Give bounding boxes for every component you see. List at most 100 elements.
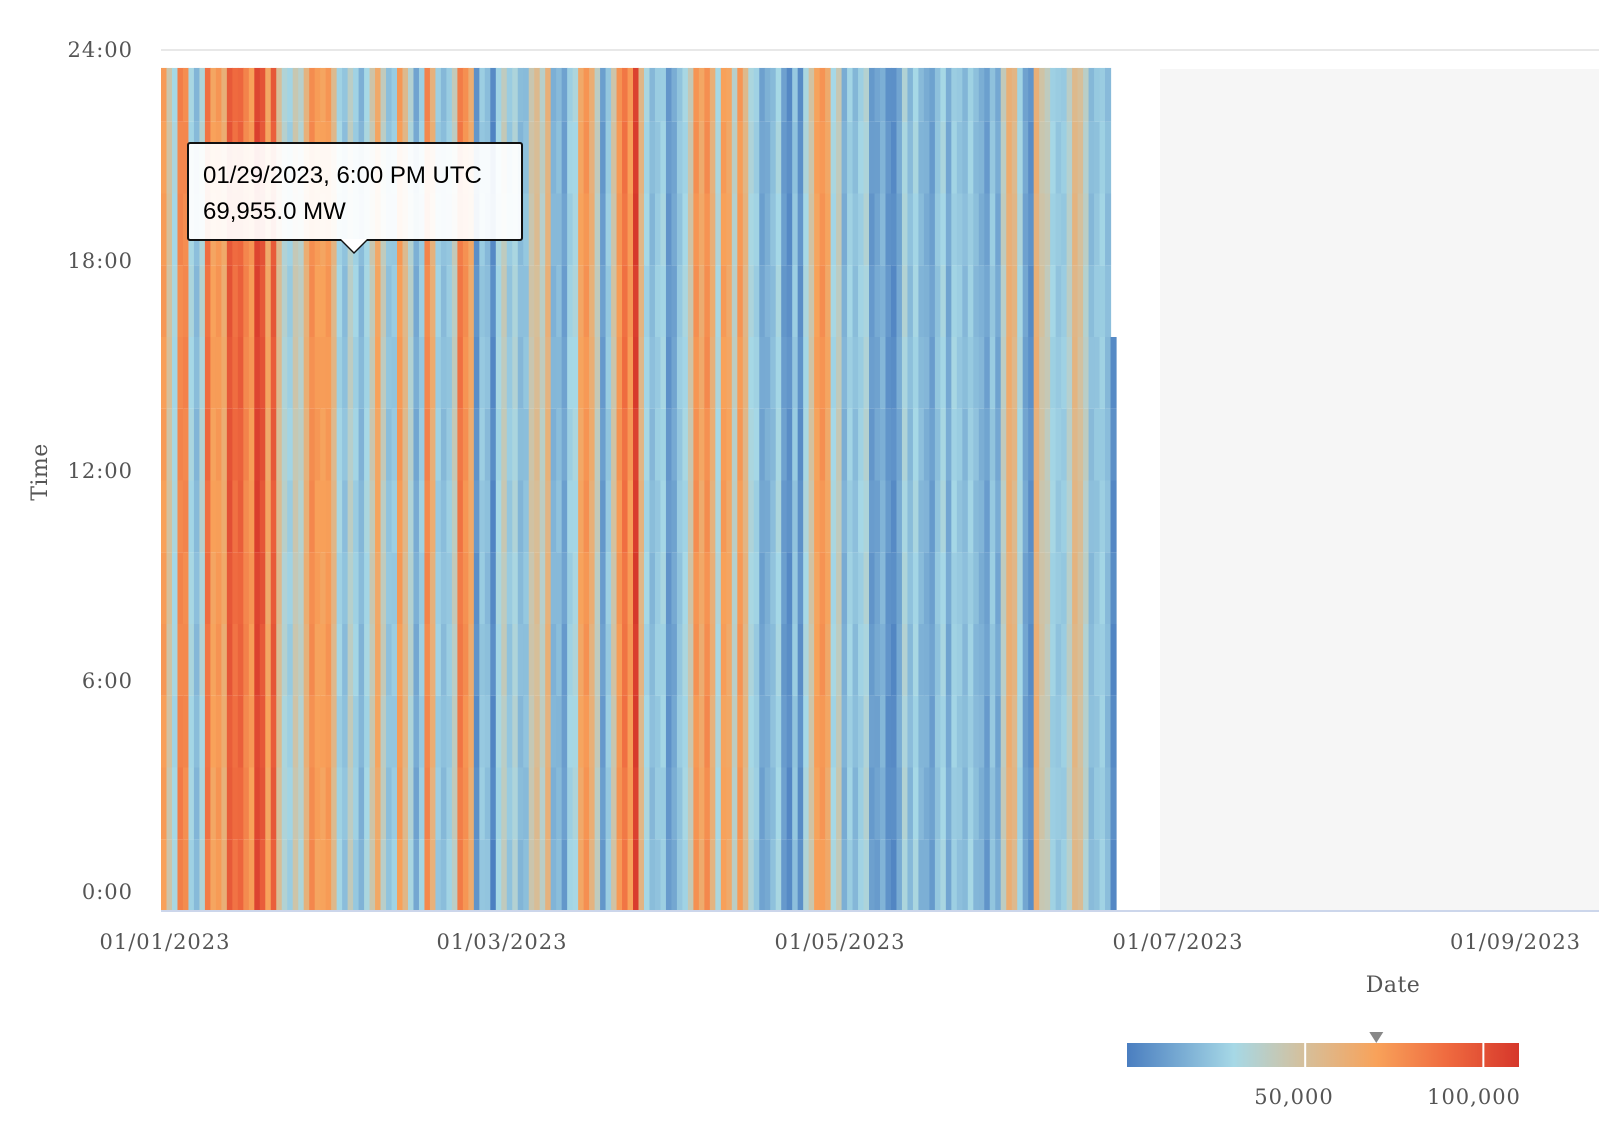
heatmap-cell[interactable] xyxy=(654,839,662,911)
heatmap-cell[interactable] xyxy=(704,695,711,768)
heatmap-cell[interactable] xyxy=(880,839,887,911)
heatmap-cell[interactable] xyxy=(386,552,393,624)
heatmap-cell[interactable] xyxy=(501,767,508,840)
heatmap-cell[interactable] xyxy=(720,265,727,337)
heatmap-cell[interactable] xyxy=(276,767,283,840)
heatmap-cell[interactable] xyxy=(517,767,524,840)
heatmap-cell[interactable] xyxy=(325,624,332,696)
heatmap-cell[interactable] xyxy=(572,337,579,409)
heatmap-cell[interactable] xyxy=(901,767,909,840)
heatmap-cell[interactable] xyxy=(479,839,486,911)
heatmap-cell[interactable] xyxy=(627,480,634,553)
heatmap-cell[interactable] xyxy=(753,480,760,553)
heatmap-cell[interactable] xyxy=(945,121,952,194)
heatmap-cell[interactable] xyxy=(1083,337,1090,409)
heatmap-cell[interactable] xyxy=(825,121,832,194)
heatmap-cell[interactable] xyxy=(556,552,563,624)
heatmap-cell[interactable] xyxy=(775,839,782,911)
heatmap-cell[interactable] xyxy=(314,337,321,409)
heatmap-cell[interactable] xyxy=(600,121,607,194)
heatmap-cell[interactable] xyxy=(753,337,760,409)
heatmap-cell[interactable] xyxy=(325,337,332,409)
heatmap-cell[interactable] xyxy=(193,839,201,911)
heatmap-cell[interactable] xyxy=(1000,193,1007,266)
heatmap-cell[interactable] xyxy=(962,480,969,553)
heatmap-cell[interactable] xyxy=(869,552,876,624)
heatmap-cell[interactable] xyxy=(457,67,464,122)
heatmap-cell[interactable] xyxy=(287,480,294,553)
heatmap-cell[interactable] xyxy=(1000,480,1007,553)
heatmap-cell[interactable] xyxy=(698,552,705,624)
heatmap-cell[interactable] xyxy=(358,839,365,911)
heatmap-cell[interactable] xyxy=(698,337,705,409)
heatmap-cell[interactable] xyxy=(451,552,458,624)
heatmap-cell[interactable] xyxy=(517,67,524,122)
heatmap-cell[interactable] xyxy=(945,337,952,409)
heatmap-cell[interactable] xyxy=(682,624,689,696)
heatmap-cell[interactable] xyxy=(320,839,327,911)
heatmap-cell[interactable] xyxy=(1099,695,1106,768)
heatmap-cell[interactable] xyxy=(1088,695,1095,768)
heatmap-cell[interactable] xyxy=(792,193,799,266)
heatmap-cell[interactable] xyxy=(698,67,705,122)
heatmap-cell[interactable] xyxy=(638,767,645,840)
heatmap-cell[interactable] xyxy=(473,265,480,337)
heatmap-cell[interactable] xyxy=(1105,767,1112,840)
heatmap-cell[interactable] xyxy=(995,624,1002,696)
heatmap-cell[interactable] xyxy=(226,337,233,409)
heatmap-cell[interactable] xyxy=(896,193,903,266)
heatmap-cell[interactable] xyxy=(671,624,678,696)
heatmap-cell[interactable] xyxy=(1061,193,1068,266)
heatmap-cell[interactable] xyxy=(1044,337,1051,409)
heatmap-cell[interactable] xyxy=(413,337,420,409)
heatmap-cell[interactable] xyxy=(616,265,623,337)
heatmap-cell[interactable] xyxy=(386,408,393,481)
heatmap-cell[interactable] xyxy=(331,552,338,624)
heatmap-cell[interactable] xyxy=(1017,337,1024,409)
heatmap-cell[interactable] xyxy=(819,121,826,194)
heatmap-cell[interactable] xyxy=(578,695,585,768)
heatmap-cell[interactable] xyxy=(1017,480,1024,553)
heatmap-cell[interactable] xyxy=(858,552,865,624)
heatmap-cell[interactable] xyxy=(171,624,179,696)
heatmap-cell[interactable] xyxy=(1061,121,1068,194)
heatmap-cell[interactable] xyxy=(528,265,535,337)
heatmap-cell[interactable] xyxy=(1110,767,1117,840)
heatmap-cell[interactable] xyxy=(1105,121,1112,194)
heatmap-cell[interactable] xyxy=(226,67,233,122)
heatmap-cell[interactable] xyxy=(418,265,426,337)
heatmap-cell[interactable] xyxy=(281,695,288,768)
heatmap-cell[interactable] xyxy=(951,67,958,122)
heatmap-cell[interactable] xyxy=(358,480,365,553)
heatmap-cell[interactable] xyxy=(901,121,909,194)
heatmap-cell[interactable] xyxy=(1099,480,1106,553)
heatmap-cell[interactable] xyxy=(819,408,826,481)
heatmap-cell[interactable] xyxy=(578,552,585,624)
heatmap-cell[interactable] xyxy=(643,337,651,409)
heatmap-cell[interactable] xyxy=(171,121,179,194)
heatmap-cell[interactable] xyxy=(451,265,458,337)
heatmap-cell[interactable] xyxy=(951,265,958,337)
heatmap-cell[interactable] xyxy=(210,552,217,624)
heatmap-cell[interactable] xyxy=(353,265,360,337)
heatmap-cell[interactable] xyxy=(342,624,349,696)
heatmap-cell[interactable] xyxy=(709,624,716,696)
heatmap-cell[interactable] xyxy=(907,265,914,337)
heatmap-cell[interactable] xyxy=(841,624,848,696)
heatmap-cell[interactable] xyxy=(1039,265,1046,337)
heatmap-cell[interactable] xyxy=(512,839,519,911)
heatmap-cell[interactable] xyxy=(880,767,887,840)
heatmap-cell[interactable] xyxy=(836,767,843,840)
heatmap-cell[interactable] xyxy=(863,67,870,122)
heatmap-cell[interactable] xyxy=(342,839,349,911)
heatmap-cell[interactable] xyxy=(270,337,277,409)
heatmap-cell[interactable] xyxy=(1011,839,1018,911)
heatmap-cell[interactable] xyxy=(1055,265,1062,337)
heatmap-cell[interactable] xyxy=(704,480,711,553)
heatmap-cell[interactable] xyxy=(215,67,222,122)
heatmap-cell[interactable] xyxy=(676,480,684,553)
heatmap-cell[interactable] xyxy=(528,193,535,266)
heatmap-cell[interactable] xyxy=(770,337,777,409)
heatmap-cell[interactable] xyxy=(171,695,179,768)
heatmap-cell[interactable] xyxy=(649,767,656,840)
